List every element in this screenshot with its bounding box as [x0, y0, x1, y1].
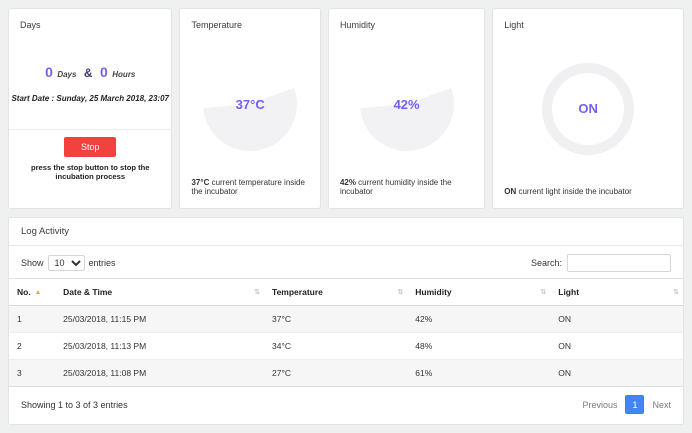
column-header-datetime[interactable]: Date & Time ⇅: [55, 278, 265, 306]
humidity-caption-text: current humidity inside the incubator: [339, 178, 452, 196]
next-page-button[interactable]: Next: [652, 399, 671, 410]
cell-datetime: 25/03/2018, 11:08 PM: [55, 359, 265, 387]
column-header-no[interactable]: No. ▲: [9, 278, 56, 306]
ampersand: &: [83, 66, 93, 80]
cell-no: 2: [9, 332, 56, 360]
table-controls: Show 10 entries Search:: [9, 246, 683, 278]
column-header-temperature[interactable]: Temperature ⇅: [264, 278, 408, 306]
temperature-caption-text: current temperature inside the incubator: [191, 178, 305, 196]
search-label: Search:: [530, 258, 562, 268]
hours-value: 0: [100, 64, 108, 80]
sort-icon: ⇅: [254, 289, 261, 296]
page-length-control: Show 10 entries: [21, 255, 116, 271]
humidity-value: 42%: [393, 96, 420, 112]
log-activity-title: Log Activity: [9, 218, 683, 246]
stop-button[interactable]: Stop: [63, 137, 117, 157]
cell-temperature: 27°C: [264, 359, 408, 387]
temperature-caption: 37°C current temperature inside the incu…: [180, 178, 319, 208]
cell-temperature: 37°C: [264, 305, 408, 333]
entries-label: entries: [88, 258, 116, 268]
temperature-card: Temperature 37°C 37°C current temperatur…: [179, 8, 321, 209]
cell-humidity: 48%: [407, 332, 551, 360]
table-info: Showing 1 to 3 of 3 entries: [21, 399, 128, 410]
light-caption-text: current light inside the incubator: [516, 187, 632, 196]
cell-no: 3: [9, 359, 56, 387]
cards-row: Days 0 Days & 0 Hours Start Date : Sunda…: [8, 8, 684, 209]
light-card-title: Light: [504, 20, 524, 30]
show-label: Show: [21, 258, 44, 268]
light-ring: ON: [542, 62, 635, 155]
cell-temperature: 34°C: [264, 332, 408, 360]
sort-icon: ⇅: [397, 289, 404, 296]
days-hours-readout: 0 Days & 0 Hours: [9, 64, 171, 82]
cell-datetime: 25/03/2018, 11:15 PM: [55, 305, 265, 333]
sort-icon: ⇅: [540, 289, 547, 296]
previous-page-button[interactable]: Previous: [582, 399, 618, 410]
temperature-caption-value: 37°C: [191, 178, 210, 187]
table-row: 3 25/03/2018, 11:08 PM 27°C 61% ON: [9, 359, 683, 387]
table-row: 1 25/03/2018, 11:15 PM 37°C 42% ON: [9, 305, 683, 333]
days-value: 0: [45, 64, 53, 80]
cell-humidity: 61%: [407, 359, 551, 387]
sort-icon: ⇅: [673, 289, 679, 296]
column-header-light[interactable]: Light ⇅: [550, 278, 683, 306]
table-footer: Showing 1 to 3 of 3 entries Previous 1 N…: [9, 387, 683, 424]
temperature-gauge-area: 37°C: [180, 30, 319, 178]
search-control: Search:: [531, 254, 671, 272]
days-card-footer: Stop press the stop button to stop the i…: [9, 129, 172, 189]
stop-caption: press the stop button to stop the incuba…: [30, 163, 150, 181]
hours-unit-label: Hours: [112, 70, 136, 79]
cell-datetime: 25/03/2018, 11:13 PM: [55, 332, 265, 360]
humidity-gauge-area: 42%: [329, 30, 484, 178]
cell-no: 1: [9, 305, 56, 333]
temperature-card-title: Temperature: [191, 20, 242, 30]
humidity-caption-value: 42%: [339, 178, 356, 187]
cell-humidity: 42%: [407, 305, 551, 333]
log-table: No. ▲ Date & Time ⇅ Temperature ⇅ Humidity ⇅…: [9, 278, 683, 387]
start-date-text: Start Date : Sunday, 25 March 2018, 23:0…: [11, 94, 170, 103]
light-value: ON: [578, 101, 598, 116]
light-gauge-area: ON: [493, 30, 683, 187]
temperature-gauge: 37°C: [203, 57, 298, 151]
search-input[interactable]: [567, 254, 671, 272]
table-row: 2 25/03/2018, 11:13 PM 34°C 48% ON: [9, 332, 683, 360]
light-card: Light ON ON current light inside the inc…: [492, 8, 684, 209]
humidity-card-title: Humidity: [339, 20, 375, 30]
current-page-button[interactable]: 1: [625, 395, 645, 414]
sort-asc-icon: ▲: [34, 289, 42, 296]
light-caption: ON current light inside the incubator: [493, 187, 683, 208]
humidity-gauge: 42%: [359, 57, 454, 151]
humidity-caption: 42% current humidity inside the incubato…: [329, 178, 484, 208]
table-header-row: No. ▲ Date & Time ⇅ Temperature ⇅ Humidity ⇅…: [9, 278, 683, 306]
days-card: Days 0 Days & 0 Hours Start Date : Sunda…: [8, 8, 173, 209]
entries-select[interactable]: 10: [47, 255, 85, 271]
humidity-card: Humidity 42% 42% current humidity inside…: [327, 8, 486, 209]
log-activity-panel: Log Activity Show 10 entries Search:: [8, 217, 684, 425]
pagination: Previous 1 Next: [582, 395, 671, 414]
days-unit-label: Days: [57, 70, 77, 79]
cell-light: ON: [550, 359, 683, 387]
cell-light: ON: [550, 305, 683, 333]
cell-light: ON: [550, 332, 683, 360]
days-card-title: Days: [20, 20, 41, 30]
column-header-humidity[interactable]: Humidity ⇅: [407, 278, 551, 306]
temperature-value: 37°C: [235, 96, 265, 112]
light-caption-value: ON: [504, 187, 517, 196]
